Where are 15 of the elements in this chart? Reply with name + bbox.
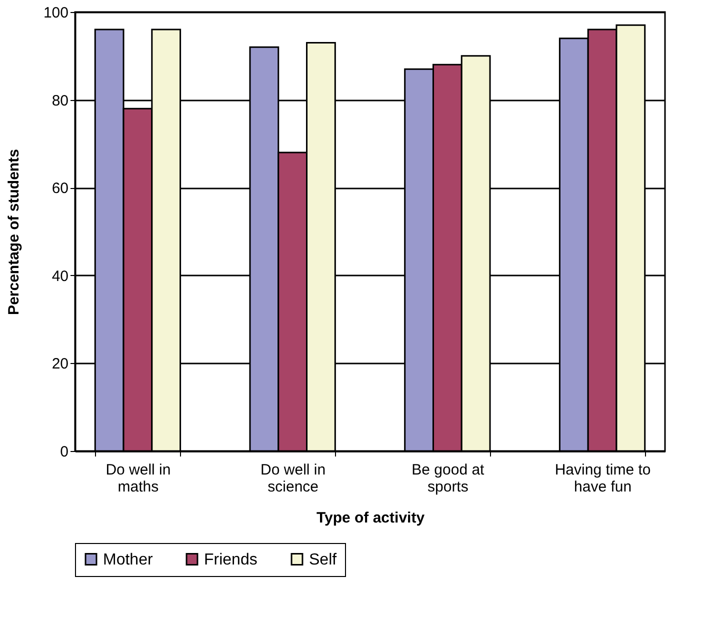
legend-label: Friends [204, 551, 258, 568]
legend-label: Mother [103, 551, 154, 568]
y-tick-label: 20 [52, 356, 68, 373]
x-tick-label: Do well in science [260, 462, 326, 496]
y-tick-label: 60 [52, 180, 68, 198]
y-tick-label: 40 [52, 268, 68, 285]
y-tick-label: 80 [52, 92, 68, 110]
legend-label: Self [309, 551, 338, 568]
x-tick-label: Do well in maths [106, 462, 171, 496]
x-tick-label: Be good at sports [412, 462, 486, 496]
x-axis-title: Type of activity [316, 510, 426, 526]
y-axis-title: Percentage of students [5, 149, 22, 315]
y-tick-label: 100 [43, 4, 68, 22]
y-tick-label: 0 [60, 444, 68, 460]
x-tick-label: Having time to have fun [554, 462, 651, 496]
